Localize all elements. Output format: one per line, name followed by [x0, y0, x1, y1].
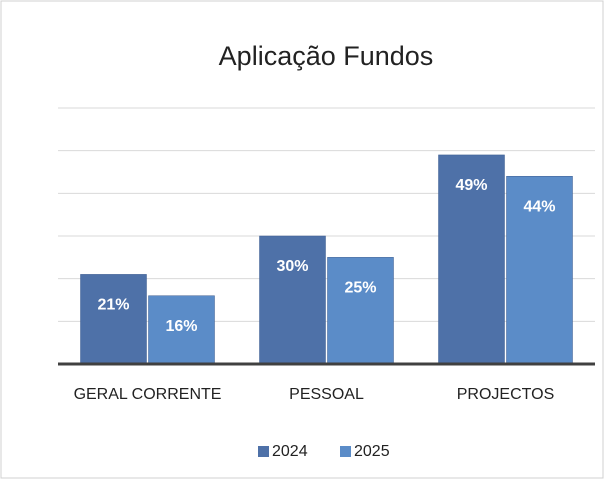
data-label: 21% [97, 297, 129, 314]
data-label: 30% [276, 258, 308, 275]
x-tick-label: PROJECTOS [457, 386, 555, 403]
bar [148, 295, 215, 365]
data-label: 49% [455, 177, 487, 194]
data-label: 44% [523, 198, 555, 215]
legend-label: 2025 [354, 443, 390, 460]
legend-label: 2024 [272, 443, 308, 460]
bar [438, 154, 505, 365]
bar [80, 274, 147, 365]
chart-title: Aplicação Fundos [219, 41, 434, 71]
bar [259, 235, 326, 365]
x-tick-label: GERAL CORRENTE [74, 386, 222, 403]
legend-swatch [258, 446, 269, 457]
bar [327, 257, 394, 365]
data-label: 16% [165, 318, 197, 335]
legend-swatch [340, 446, 351, 457]
data-label: 25% [344, 280, 376, 297]
x-tick-label: PESSOAL [289, 386, 364, 403]
bar [506, 176, 573, 365]
